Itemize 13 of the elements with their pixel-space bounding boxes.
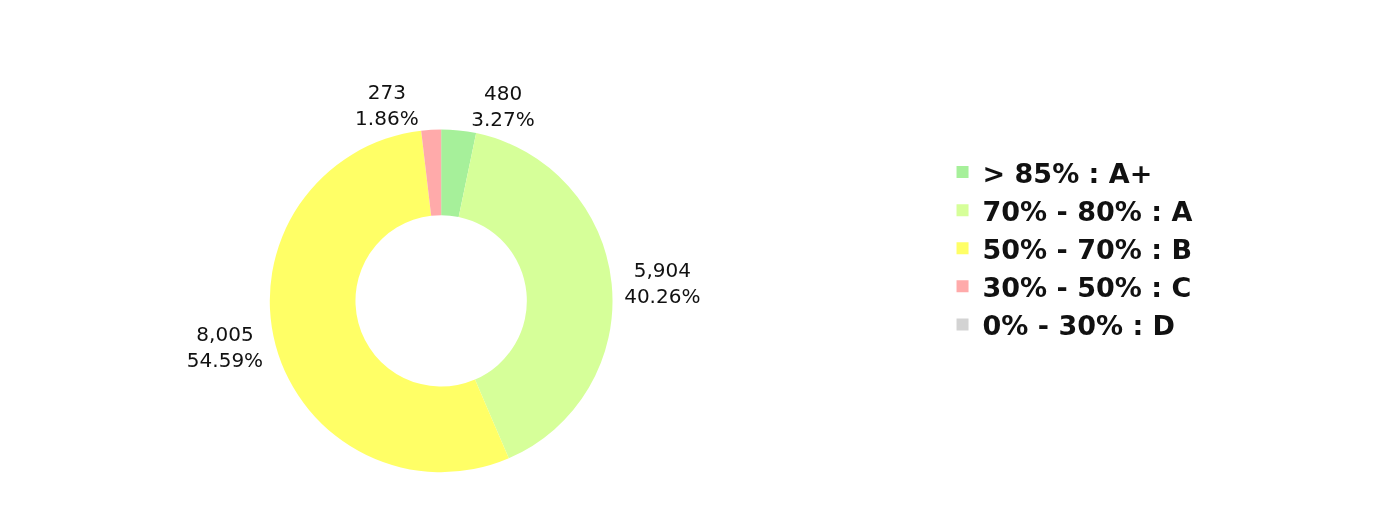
legend-label: 30% - 50% : C: [982, 271, 1192, 303]
data-label: 480 3.27%: [471, 80, 535, 131]
donut-slice: [421, 129, 442, 216]
donut-slice: [441, 129, 477, 217]
legend-label: 0% - 30% : D: [982, 309, 1176, 341]
data-label: 5,904 40.26%: [624, 258, 701, 309]
donut-slice: [270, 130, 509, 473]
legend-label: 50% - 70% : B: [982, 233, 1192, 265]
donut-slice: [458, 133, 613, 459]
data-label: 8,005 54.59%: [186, 321, 264, 372]
data-label: 273 1.86%: [355, 79, 419, 130]
legend-label: 70% - 80% : A: [982, 195, 1193, 227]
legend-label: > 85% : A+: [982, 157, 1153, 189]
